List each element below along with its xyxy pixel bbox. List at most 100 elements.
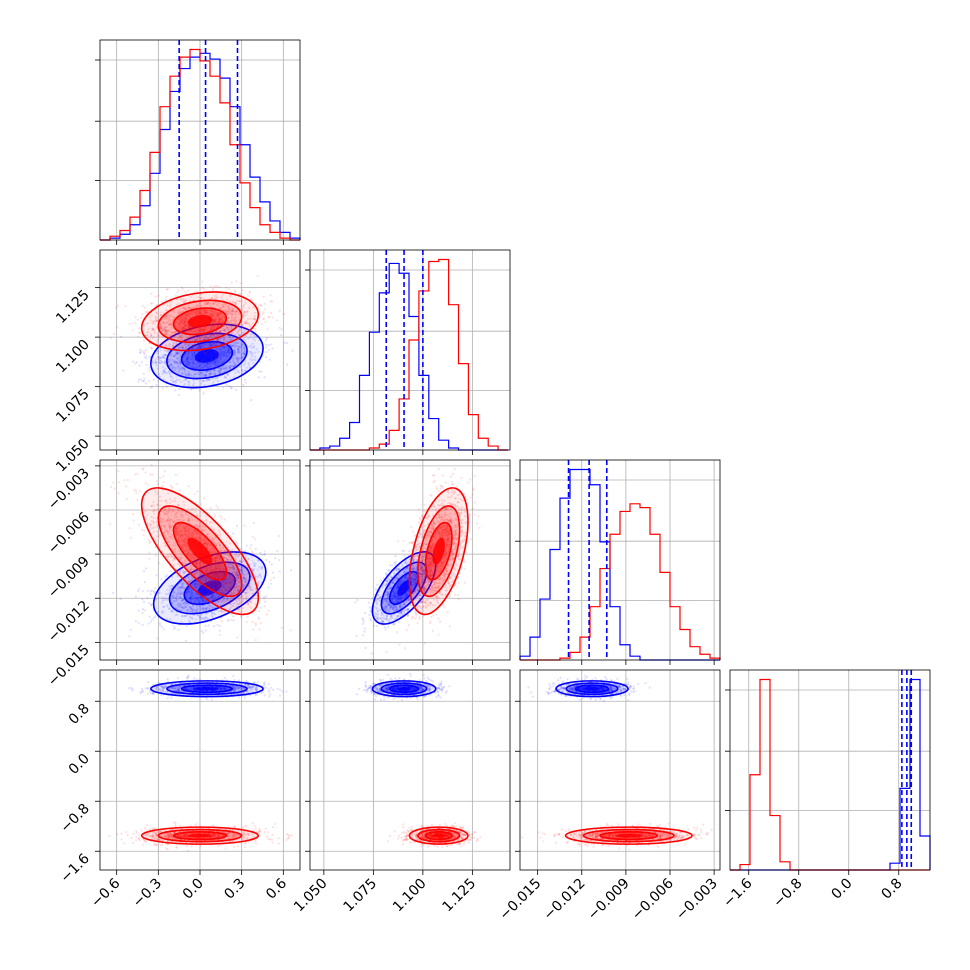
scatter-point — [218, 348, 221, 351]
scatter-point — [148, 369, 151, 372]
scatter-point — [200, 344, 203, 347]
scatter-point — [162, 628, 165, 631]
scatter-point — [204, 311, 207, 314]
scatter-point — [226, 619, 229, 622]
contour-blue — [166, 332, 248, 380]
scatter-point — [176, 352, 179, 355]
scatter-point — [232, 365, 235, 368]
scatter-point — [264, 600, 267, 603]
scatter-point — [215, 359, 218, 362]
scatter-point — [253, 335, 256, 338]
scatter-point — [172, 624, 175, 628]
scatter-point — [185, 314, 188, 317]
scatter-point — [213, 297, 217, 300]
scatter-point — [243, 337, 246, 340]
scatter-point — [206, 362, 209, 366]
scatter-point — [232, 331, 235, 334]
scatter-point — [264, 356, 268, 359]
scatter-point — [198, 327, 201, 330]
scatter-point — [184, 321, 187, 324]
scatter-point — [141, 598, 144, 601]
scatter-point — [151, 618, 154, 621]
scatter-point — [185, 374, 188, 377]
scatter-point — [234, 322, 237, 326]
scatter-point — [181, 328, 185, 331]
scatter-point — [159, 349, 162, 352]
scatter-point — [138, 348, 141, 351]
scatter-point — [182, 315, 185, 318]
scatter-point — [214, 343, 217, 346]
scatter-point — [198, 373, 201, 376]
scatter-point — [249, 357, 252, 360]
scatter-point — [185, 342, 188, 345]
scatter-point — [236, 359, 239, 362]
scatter-point — [176, 352, 179, 355]
scatter-point — [230, 319, 233, 322]
scatter-point — [113, 332, 116, 336]
scatter-point — [224, 367, 227, 371]
scatter-point — [168, 315, 171, 318]
scatter-point — [228, 366, 231, 369]
scatter-point — [256, 274, 259, 277]
scatter-point — [241, 288, 244, 292]
scatter-point — [189, 312, 192, 315]
scatter-point — [205, 378, 208, 381]
scatter-point — [225, 322, 228, 325]
scatter-point — [218, 370, 221, 373]
scatter-point — [263, 605, 266, 608]
scatter-point — [223, 353, 226, 356]
scatter-point — [233, 289, 236, 292]
scatter-point — [204, 374, 207, 377]
scatter-point — [236, 333, 240, 336]
scatter-point — [158, 326, 162, 329]
scatter-point — [165, 326, 168, 329]
scatter-point — [189, 312, 192, 315]
scatter-point — [177, 322, 180, 325]
scatter-point — [233, 302, 236, 305]
scatter-point — [251, 552, 254, 555]
scatter-point — [234, 388, 238, 391]
scatter-point — [125, 497, 128, 501]
scatter-point — [247, 363, 250, 366]
scatter-point — [128, 635, 131, 638]
scatter-point — [234, 341, 237, 344]
scatter-point — [236, 345, 239, 348]
scatter-point — [214, 350, 218, 353]
scatter-point — [184, 316, 187, 319]
scatter-point — [182, 325, 185, 328]
scatter-point — [184, 290, 187, 293]
scatter-point — [220, 367, 223, 370]
scatter-point — [182, 319, 185, 322]
scatter-point — [236, 310, 239, 313]
scatter-point — [199, 338, 202, 341]
scatter-point — [211, 327, 214, 330]
scatter-point — [234, 351, 237, 354]
scatter-point — [205, 379, 208, 382]
scatter-point — [158, 325, 161, 328]
scatter-point — [217, 318, 221, 321]
scatter-point — [228, 320, 231, 324]
scatter-point — [192, 374, 195, 377]
scatter-point — [195, 312, 198, 315]
scatter-point — [193, 373, 196, 376]
scatter-point — [211, 287, 214, 290]
scatter-point — [175, 482, 178, 485]
scatter-point — [202, 328, 206, 332]
scatter-point — [212, 317, 215, 320]
scatter-point — [223, 341, 227, 344]
scatter-point — [203, 384, 206, 387]
scatter-point — [209, 324, 212, 327]
scatter-point — [252, 358, 255, 361]
scatter-point — [193, 312, 196, 315]
scatter-point — [163, 328, 166, 331]
scatter-point — [258, 370, 261, 373]
scatter-point — [180, 344, 183, 347]
scatter-point — [229, 294, 232, 298]
scatter-point — [171, 359, 174, 362]
scatter-point — [140, 349, 143, 352]
scatter-point — [162, 369, 165, 372]
scatter-point — [179, 316, 182, 319]
scatter-point — [246, 640, 249, 643]
scatter-point — [222, 309, 225, 312]
scatter-point — [181, 326, 184, 329]
